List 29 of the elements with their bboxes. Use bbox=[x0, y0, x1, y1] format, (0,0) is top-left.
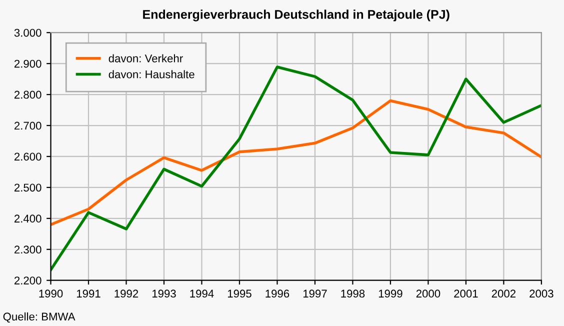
y-tick-label: 2.700 bbox=[14, 122, 42, 130]
x-tick-label: 1992 bbox=[114, 290, 138, 298]
x-tick-label: 1993 bbox=[152, 290, 176, 298]
y-tick-label: 2.600 bbox=[14, 152, 42, 161]
x-tick-label: 2001 bbox=[454, 290, 478, 298]
x-tick-label: 1999 bbox=[378, 290, 402, 298]
y-tick-label: 2.400 bbox=[14, 214, 42, 223]
line-series bbox=[50, 66, 542, 272]
y-tick-label: 2.800 bbox=[14, 90, 42, 99]
x-tick-label: 1997 bbox=[303, 290, 327, 298]
x-tick-label: 2003 bbox=[530, 290, 554, 298]
x-tick-label: 1998 bbox=[341, 290, 365, 298]
source-note: Quelle: BMWA bbox=[3, 312, 76, 323]
x-tick-label: 1995 bbox=[228, 290, 252, 298]
x-tick-label: 2000 bbox=[416, 290, 440, 298]
x-tick-label: 1994 bbox=[190, 290, 214, 298]
y-tick-label: 2.500 bbox=[14, 184, 42, 192]
y-tick-label: 2.200 bbox=[14, 276, 42, 284]
y-tick-label: 3.000 bbox=[14, 28, 42, 37]
line-series bbox=[50, 99, 542, 226]
chart-title: Endenergieverbrauch Deutschland in Petajoule (PJ) bbox=[143, 10, 450, 22]
x-tick-label: 2002 bbox=[492, 290, 516, 298]
y-tick-label: 2.900 bbox=[14, 60, 42, 68]
legend-label: davon: Verkehr bbox=[108, 54, 183, 62]
x-tick-label: 1991 bbox=[76, 290, 100, 298]
x-tick-label: 1990 bbox=[39, 290, 63, 298]
x-tick-label: 1996 bbox=[266, 290, 290, 298]
legend-label: davon: Haushalte bbox=[108, 70, 194, 78]
y-tick-label: 2.300 bbox=[14, 246, 42, 254]
